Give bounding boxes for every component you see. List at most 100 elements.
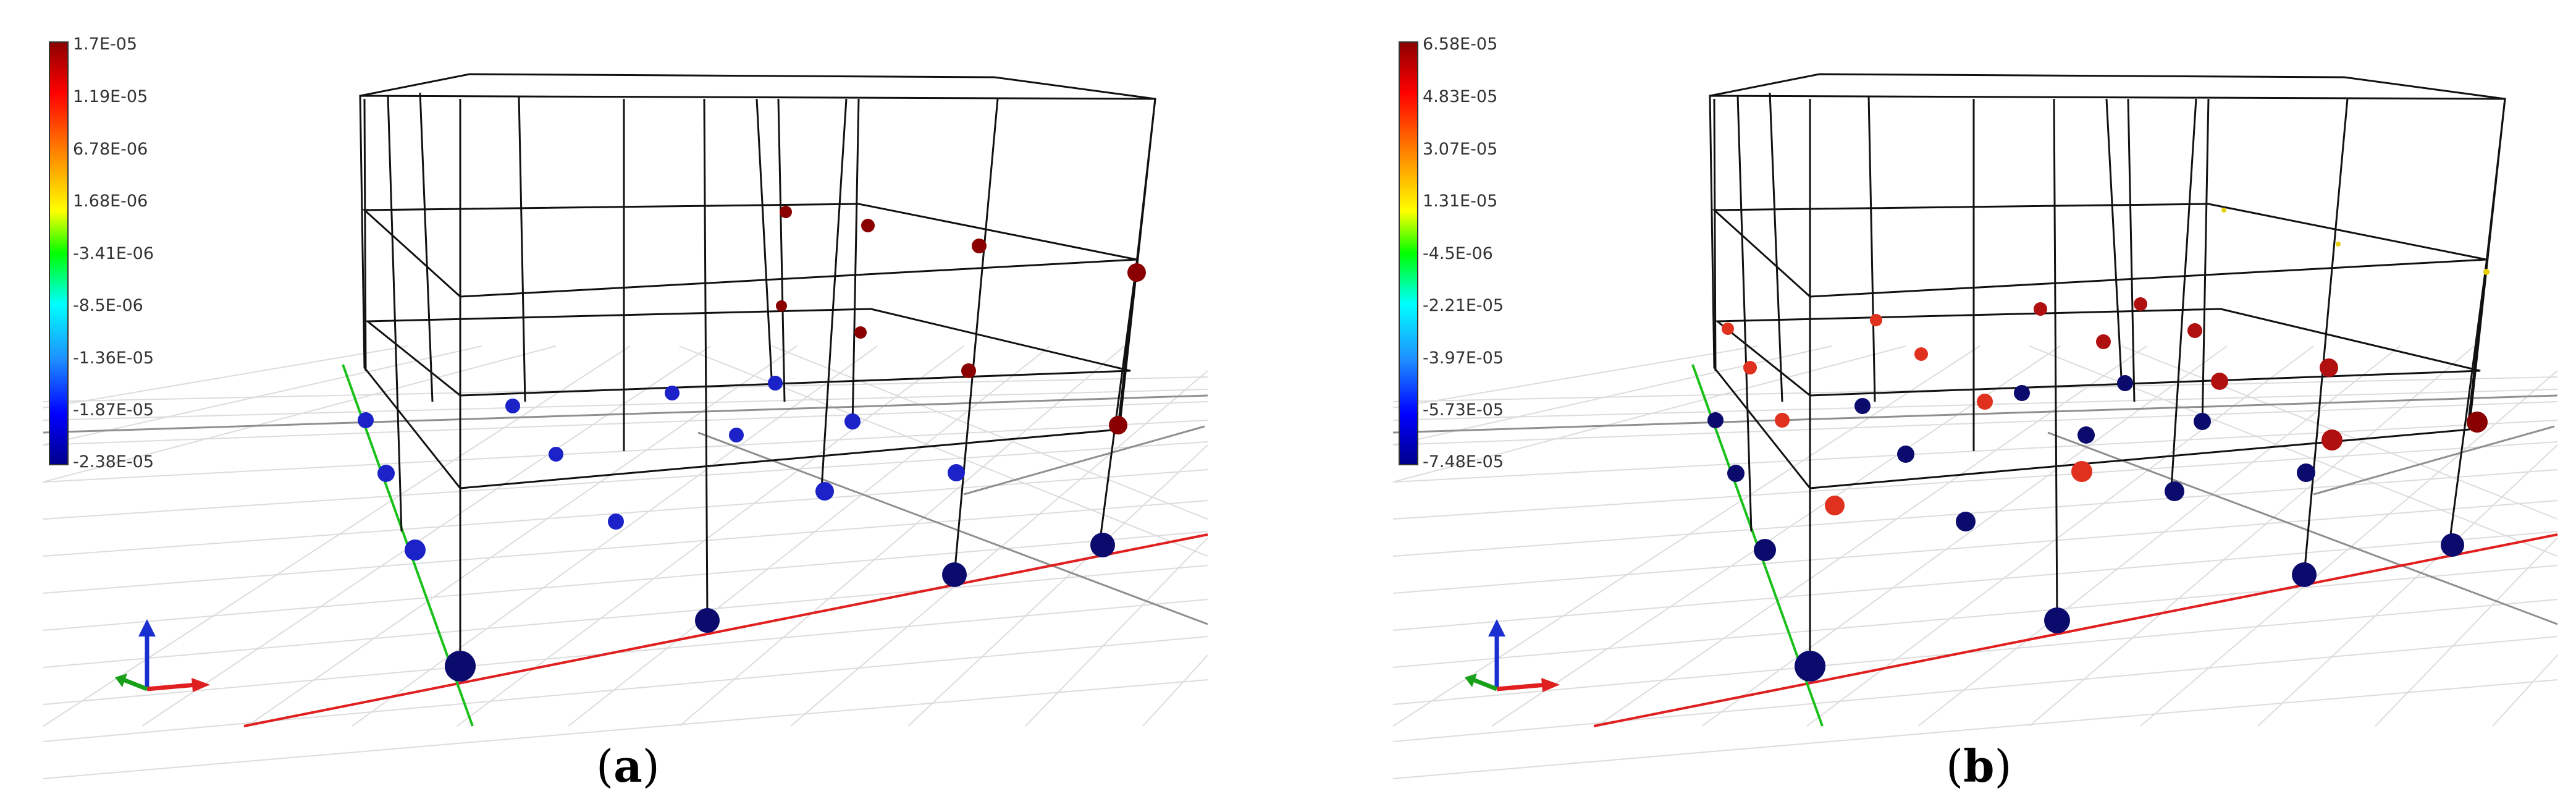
node-marker — [861, 219, 875, 232]
node-marker — [358, 412, 374, 428]
node-marker — [2117, 375, 2133, 391]
node-marker — [2211, 373, 2228, 390]
ground-grid — [43, 345, 1208, 779]
node-marker — [1914, 347, 1928, 361]
node-marker — [549, 447, 563, 462]
node-marker — [695, 608, 720, 633]
legend-tick: -7.48E-05 — [1423, 452, 1504, 472]
global-x-axis — [1593, 533, 2558, 727]
node-marker — [2483, 269, 2490, 275]
legend-tick: -2.38E-05 — [73, 452, 154, 472]
color-legend: 1.7E-05 1.19E-05 6.78E-06 1.68E-06 -3.41… — [49, 35, 154, 472]
node-markers — [358, 206, 1146, 682]
node-marker — [377, 465, 395, 482]
node-marker — [1897, 446, 1914, 463]
node-marker — [2096, 334, 2111, 349]
node-marker — [405, 539, 426, 560]
legend-tick: 4.83E-05 — [1423, 87, 1497, 106]
node-marker — [2336, 242, 2341, 247]
legend-tick: -4.5E-06 — [1423, 244, 1493, 263]
ground-grid — [1392, 345, 2558, 779]
node-marker — [729, 428, 744, 442]
node-marker — [1956, 512, 1976, 531]
legend-tick: -3.41E-06 — [73, 244, 154, 263]
legend-tick: 1.31E-05 — [1423, 192, 1497, 211]
panel-letter: b — [1963, 740, 1994, 792]
legend-tick: -8.5E-06 — [73, 296, 143, 315]
node-marker — [1854, 398, 1871, 414]
legend-tick: 3.07E-05 — [1423, 140, 1497, 159]
node-marker — [1727, 465, 1745, 482]
node-marker — [854, 326, 867, 339]
node-marker — [445, 651, 476, 682]
global-x-axis — [243, 533, 1208, 727]
node-marker — [844, 413, 861, 429]
legend-tick: -3.97E-05 — [1423, 349, 1504, 368]
legend-tick: 1.19E-05 — [73, 87, 148, 106]
node-marker — [2134, 297, 2147, 311]
node-marker — [2014, 385, 2030, 401]
node-marker — [2441, 533, 2464, 557]
node-marker — [780, 206, 792, 218]
node-marker — [665, 386, 680, 400]
node-marker — [2194, 413, 2211, 430]
node-marker — [1743, 361, 1757, 374]
axis-triad-icon — [115, 619, 210, 692]
node-marker — [1870, 314, 1882, 326]
node-marker — [2297, 463, 2315, 482]
panel-b: 6.58E-05 4.83E-05 3.07E-05 1.31E-05 -4.5… — [1392, 35, 2558, 792]
node-marker — [776, 300, 787, 311]
node-marker — [1795, 651, 1825, 682]
node-marker — [948, 464, 965, 481]
node-marker — [2320, 358, 2338, 377]
node-marker — [1707, 412, 1724, 428]
legend-tick: -1.87E-05 — [73, 400, 154, 420]
scene-grid-mid-lines — [43, 394, 1208, 625]
scene-grid-mid-lines — [1392, 394, 2558, 625]
node-marker — [1722, 323, 1734, 335]
node-marker — [505, 399, 520, 413]
structural-frame — [359, 73, 1156, 661]
panel-caption: (b) — [1946, 740, 2012, 792]
legend-tick: 6.58E-05 — [1423, 35, 1497, 54]
axis-triad-icon — [1465, 619, 1560, 692]
legend-tick: 1.7E-05 — [73, 35, 137, 54]
color-legend: 6.58E-05 4.83E-05 3.07E-05 1.31E-05 -4.5… — [1399, 35, 1504, 472]
svg-text:(a): (a) — [596, 740, 660, 792]
node-marker — [1977, 394, 1993, 410]
node-marker — [1127, 263, 1146, 282]
legend-tick: -2.21E-05 — [1423, 296, 1504, 315]
node-marker — [2467, 412, 2488, 433]
svg-text:(b): (b) — [1946, 740, 2012, 792]
node-marker — [815, 482, 834, 501]
node-marker — [1109, 416, 1127, 434]
node-marker — [942, 562, 967, 587]
node-marker — [1754, 539, 1776, 561]
node-markers — [1707, 208, 2490, 682]
node-marker — [2321, 429, 2342, 450]
node-marker — [2292, 562, 2317, 587]
colorbar — [49, 41, 69, 465]
node-marker — [2034, 302, 2047, 316]
node-marker — [961, 363, 976, 378]
panel-letter: a — [613, 740, 642, 792]
legend-tick: -1.36E-05 — [73, 349, 154, 368]
panel-caption: (a) — [596, 740, 660, 792]
panel-a: 1.7E-05 1.19E-05 6.78E-06 1.68E-06 -3.41… — [43, 35, 1208, 792]
node-marker — [2187, 323, 2202, 338]
node-marker — [2044, 607, 2070, 633]
node-marker — [768, 376, 783, 391]
node-marker — [2077, 426, 2095, 444]
node-marker — [2221, 208, 2226, 213]
structural-frame — [1709, 73, 2506, 661]
node-marker — [1775, 413, 1790, 428]
node-marker — [608, 514, 624, 530]
legend-tick: 6.78E-06 — [73, 140, 148, 159]
node-marker — [2071, 461, 2092, 482]
node-marker — [1825, 496, 1845, 515]
node-marker — [2165, 481, 2184, 501]
node-marker — [972, 239, 987, 253]
node-marker — [1090, 533, 1115, 557]
colorbar — [1399, 41, 1418, 465]
legend-tick: 1.68E-06 — [73, 192, 148, 211]
